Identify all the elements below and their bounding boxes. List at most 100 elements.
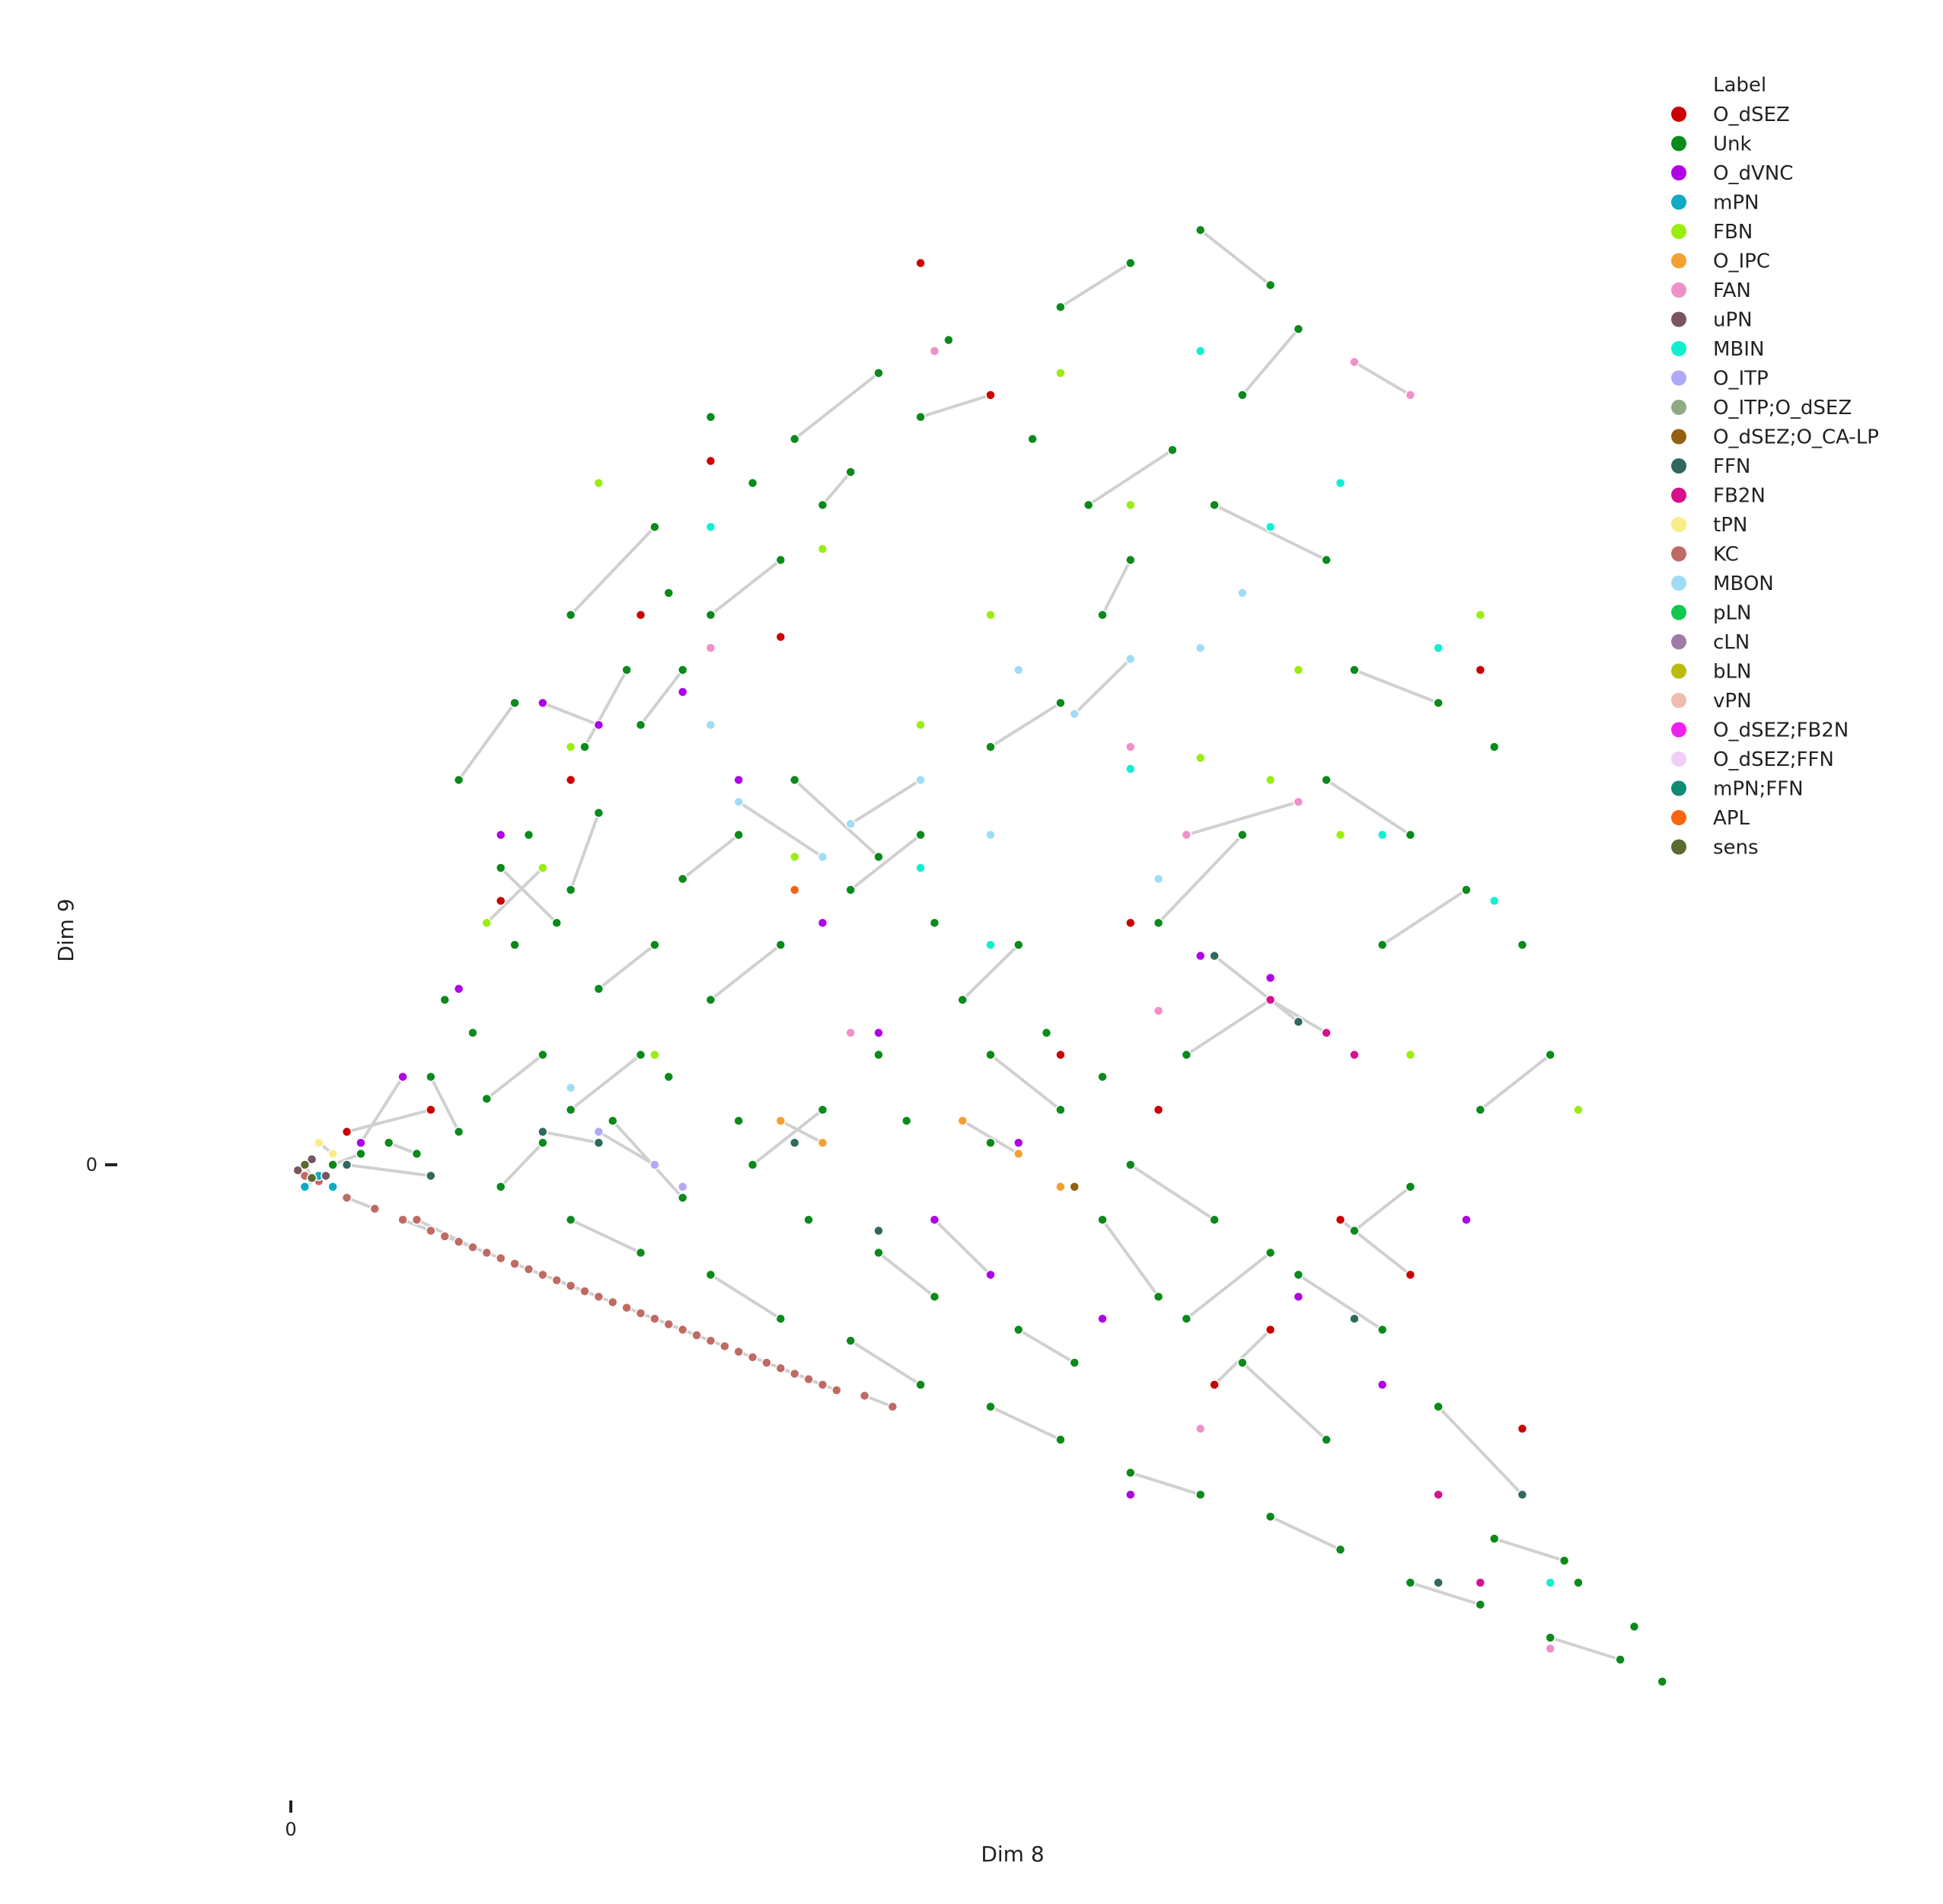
- point-o-dsez-o-ca-lp: [1069, 1182, 1080, 1192]
- legend-marker-mpn: [1671, 194, 1686, 210]
- legend-label-mbin: MBIN: [1713, 338, 1764, 361]
- point-kc: [551, 1274, 562, 1286]
- y-axis-label: Dim 9: [53, 898, 78, 962]
- point-unk: [943, 334, 954, 346]
- legend-item-unk: Unk: [1671, 133, 1752, 156]
- point-fan: [1405, 390, 1416, 400]
- point-unk: [1181, 1313, 1192, 1324]
- point-unk: [705, 994, 716, 1006]
- point-kc: [607, 1296, 618, 1308]
- point-o-dvnc: [453, 984, 464, 994]
- point-o-dvnc: [929, 1214, 940, 1225]
- point-unk: [1097, 1071, 1108, 1083]
- pair-line: [499, 1141, 544, 1188]
- legend-item-fan: FAN: [1671, 279, 1751, 302]
- point-unk: [1293, 324, 1304, 334]
- legend-label-fbn: FBN: [1713, 221, 1753, 244]
- point-o-dvnc: [817, 917, 828, 928]
- point-unk: [775, 939, 786, 950]
- pair-line: [1409, 1580, 1481, 1606]
- point-fbn: [1195, 752, 1206, 764]
- legend-label-o-ipc: O_IPC: [1713, 250, 1770, 273]
- pair-line: [710, 1273, 782, 1320]
- point-unk: [985, 1049, 996, 1060]
- legend-item-o-itp: O_ITP: [1671, 368, 1769, 391]
- point-o-dvnc: [356, 1137, 366, 1148]
- point-kc: [467, 1242, 478, 1253]
- point-unk: [495, 1182, 506, 1192]
- point-fbn: [817, 544, 828, 554]
- legend-label-o-dsez-fb2n: O_dSEZ;FB2N: [1713, 719, 1849, 742]
- point-unk: [1545, 1049, 1555, 1060]
- point-kc: [397, 1214, 408, 1225]
- legend-label-apl: APL: [1713, 807, 1750, 830]
- legend-label-o-dsez-o-ca-lp: O_dSEZ;O_CA-LP: [1713, 426, 1879, 449]
- point-o-dvnc: [495, 829, 506, 840]
- point-kc: [705, 1335, 716, 1346]
- point-unk: [915, 829, 926, 840]
- legend-label-cln: cLN: [1713, 631, 1750, 654]
- point-unk: [1125, 257, 1136, 269]
- point-unk: [1475, 1599, 1486, 1610]
- legend-label-fb2n: FB2N: [1713, 485, 1766, 508]
- point-unk: [1335, 1544, 1346, 1555]
- point-kc: [677, 1324, 688, 1335]
- point-unk: [677, 1192, 688, 1204]
- point-kc: [453, 1236, 464, 1247]
- point-unk: [705, 1269, 716, 1280]
- pair-line: [1549, 1636, 1621, 1661]
- point-fbn: [481, 917, 493, 928]
- pair-line: [1381, 888, 1468, 946]
- point-unk: [1629, 1621, 1640, 1632]
- pair-lines: [296, 228, 1621, 1661]
- point-mbin: [1265, 521, 1276, 532]
- point-unk: [1153, 917, 1164, 928]
- point-fan: [1181, 829, 1192, 840]
- point-o-dsez: [1475, 665, 1486, 675]
- point-o-dsez: [1125, 917, 1136, 928]
- point-o-dvnc: [593, 719, 605, 730]
- point-unk: [1321, 774, 1332, 786]
- point-mbon: [817, 851, 828, 863]
- pair-line: [1017, 1328, 1076, 1364]
- y-tick-label-0: 0: [86, 1154, 97, 1175]
- point-unk: [663, 588, 675, 598]
- point-unk: [1027, 433, 1038, 445]
- legend-item-fbn: FBN: [1671, 221, 1753, 244]
- point-o-dvnc: [1265, 972, 1276, 984]
- legend-marker-unk: [1671, 136, 1686, 151]
- point-fbn: [649, 1049, 660, 1060]
- point-o-dsez: [1153, 1105, 1164, 1115]
- point-unk: [523, 829, 534, 840]
- legend-marker-o-itp-o-dsez: [1671, 400, 1686, 415]
- pair-line: [570, 1218, 642, 1255]
- legend-item-kc: KC: [1671, 544, 1739, 566]
- pair-line: [570, 525, 656, 617]
- legend-marker-o-dsez-o-ca-lp: [1671, 429, 1686, 445]
- legend-marker-fbn: [1671, 224, 1686, 239]
- pair-line: [1129, 1163, 1216, 1221]
- point-unk: [621, 665, 632, 675]
- point-fan: [845, 1027, 856, 1038]
- pair-line: [1494, 1537, 1565, 1562]
- point-tpn: [327, 1148, 338, 1159]
- point-unk: [1321, 1434, 1332, 1445]
- point-unk: [1405, 1182, 1416, 1192]
- point-o-dsez: [775, 631, 786, 643]
- point-unk: [383, 1137, 394, 1148]
- point-unk: [873, 1049, 884, 1060]
- legend-label-mpn: mPN: [1713, 192, 1759, 215]
- point-kc: [761, 1357, 772, 1368]
- point-o-itp: [593, 1126, 605, 1137]
- point-unk: [1209, 1214, 1220, 1225]
- point-unk: [1237, 390, 1248, 400]
- point-fbn: [1405, 1049, 1416, 1060]
- point-o-ipc: [817, 1137, 828, 1148]
- point-unk: [426, 1071, 436, 1083]
- data-points: [292, 225, 1667, 1687]
- pair-line: [681, 834, 740, 881]
- point-o-dsez: [426, 1105, 436, 1115]
- pair-line: [1353, 360, 1412, 397]
- point-unk: [649, 521, 660, 532]
- point-unk: [845, 885, 856, 895]
